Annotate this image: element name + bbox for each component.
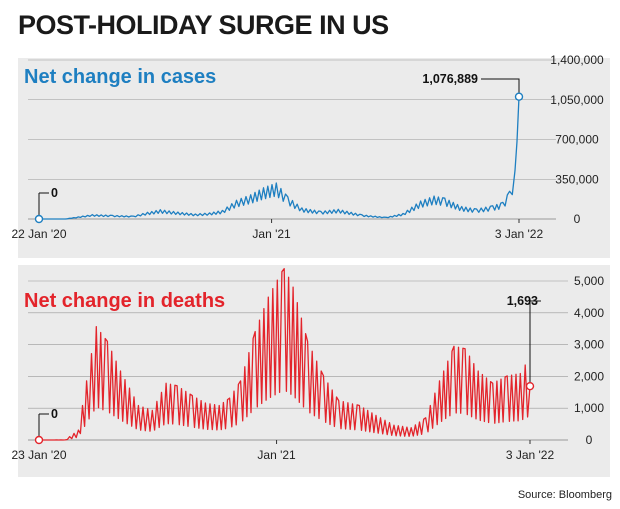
end-callout-line [481, 78, 520, 97]
source-note: Source: Bloomberg [517, 489, 612, 501]
deaths-chart: Net change in deaths 0 1,000 2,000 3,000 4,0… [11, 268, 604, 462]
y-tick-label: 0 [586, 433, 593, 447]
y-tick-label: 5,000 [574, 274, 604, 288]
deaths-chart-title: Net change in deaths [24, 290, 225, 312]
value-marker [514, 92, 524, 101]
series-line [39, 268, 531, 441]
x-tick-label: 3 Jan '22 [506, 448, 555, 462]
x-tick-label: 22 Jan '20 [11, 227, 66, 241]
cases-chart: Net change in cases 0 350,000 700,000 1,050… [11, 53, 604, 241]
start-value-label: 0 [51, 407, 58, 421]
y-tick-label: 1,400,000 [550, 53, 604, 67]
y-tick-label: 350,000 [555, 172, 599, 186]
y-tick-label: 2,000 [574, 369, 604, 383]
end-callout-line [529, 300, 541, 387]
y-tick-label: 1,050,000 [550, 93, 604, 107]
x-tick-label: 3 Jan '22 [495, 227, 544, 241]
cases-chart-panel: Net change in cases 0 350,000 700,000 1,050… [11, 53, 610, 258]
y-tick-label: 3,000 [574, 338, 604, 352]
y-tick-label: 700,000 [555, 133, 599, 147]
value-marker [525, 381, 535, 391]
value-marker [34, 435, 44, 445]
y-tick-label: 0 [574, 212, 581, 226]
deaths-chart-panel: Net change in deaths 0 1,000 2,000 3,000 4,0… [11, 265, 610, 477]
value-marker [34, 214, 44, 224]
start-value-label: 0 [51, 186, 58, 200]
series-line [39, 96, 520, 220]
headline: POST-HOLIDAY SURGE IN US [18, 10, 389, 40]
x-tick-label: Jan '21 [252, 227, 291, 241]
cases-chart-title: Net change in cases [24, 66, 216, 88]
y-tick-label: 4,000 [574, 306, 604, 320]
end-value-label: 1,076,889 [422, 72, 478, 86]
y-tick-label: 1,000 [574, 401, 604, 415]
x-tick-label: Jan '21 [257, 448, 296, 462]
x-tick-label: 23 Jan '20 [11, 448, 66, 462]
